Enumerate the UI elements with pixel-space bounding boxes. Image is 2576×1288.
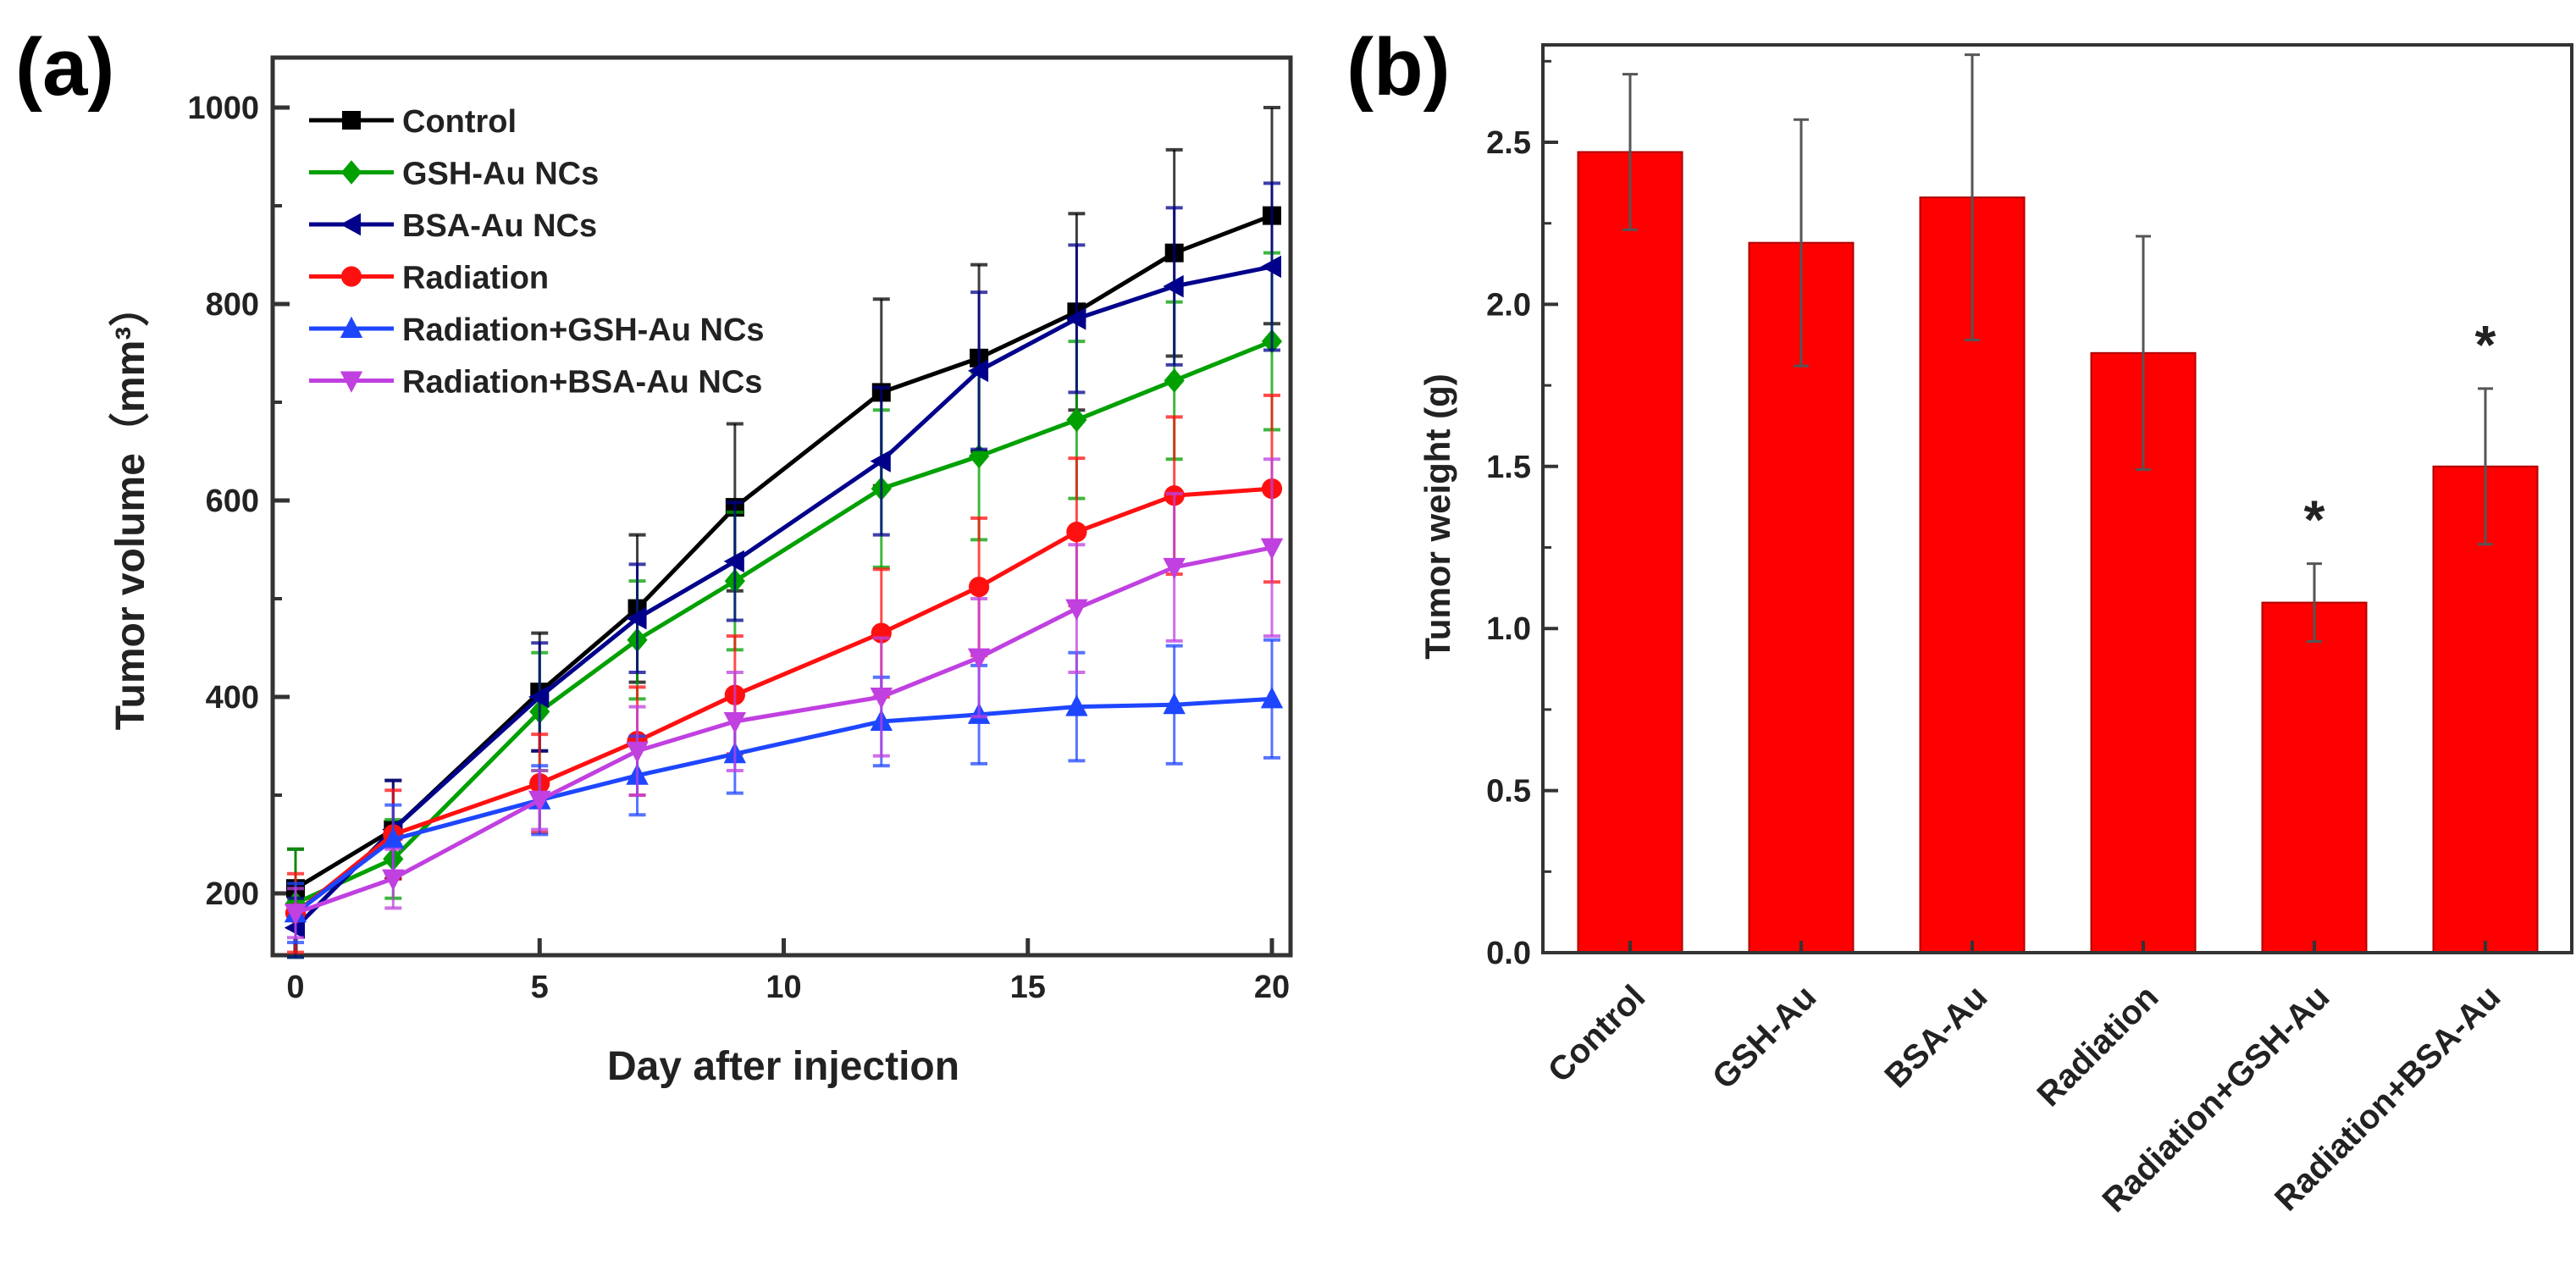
panel-a-line-chart: (a) Day after injection Tumor volume（mm³…: [15, 22, 1293, 1089]
series-radiation-bsa-au-ncs: [284, 457, 1284, 940]
bar-radiation-bsa-au: [2432, 465, 2539, 954]
legend-item: Control: [309, 104, 517, 140]
bar-control: [1577, 151, 1683, 954]
data-point: [1163, 692, 1186, 715]
y-tick-label-a: 800: [206, 287, 259, 323]
legend-marker: [340, 266, 362, 287]
data-point: [1163, 274, 1184, 298]
legend-label: BSA-Au NCs: [402, 208, 597, 244]
legend-item: BSA-Au NCs: [309, 208, 597, 244]
y-axis-title-a: Tumor volume（mm³）: [108, 286, 153, 731]
series-line: [294, 486, 1273, 915]
data-point: [967, 648, 991, 670]
data-point: [626, 741, 649, 764]
x-axis-title-a: Day after injection: [607, 1044, 959, 1089]
plot-frame-a: [270, 55, 1293, 958]
series-line: [294, 696, 1273, 915]
y-axis-title-b: Tumor weight (g): [1418, 373, 1457, 660]
panel-b-bar-chart: (b) Tumor weight (g) Control GSH-Au BSA-Au…: [1346, 22, 2573, 1219]
y-tick-label-b: 2.0: [1486, 287, 1531, 323]
legend-marker: [340, 316, 363, 338]
series-line: [294, 264, 1273, 930]
data-point: [284, 904, 307, 926]
legend-label: Control: [402, 104, 517, 140]
x-tick-label-b: Radiation: [2030, 978, 2165, 1114]
data-point: [969, 576, 990, 598]
legend-label: Radiation+BSA-Au NCs: [402, 365, 762, 401]
panel-a-label: (a): [15, 22, 114, 113]
legend-item: Radiation+BSA-Au NCs: [309, 365, 762, 401]
data-point: [1065, 599, 1088, 621]
data-point: [1163, 557, 1186, 580]
series-gsh-au-ncs: [285, 251, 1283, 959]
x-tick-label-a: 15: [1010, 970, 1046, 1005]
data-point: [870, 688, 893, 710]
data-point: [1065, 694, 1088, 716]
y-tick-label-a: 1000: [187, 91, 259, 126]
legend-item: Radiation: [309, 261, 549, 296]
y-tick-label-b: 0.0: [1486, 936, 1531, 971]
legend-label: Radiation: [402, 261, 549, 296]
legend-label: Radiation+GSH-Au NCs: [402, 312, 765, 348]
data-point: [967, 359, 989, 383]
y-tick-label-b: 1.0: [1486, 611, 1531, 647]
data-point: [1260, 687, 1284, 709]
data-point: [1065, 307, 1086, 330]
legend-label: GSH-Au NCs: [402, 157, 599, 192]
data-point: [626, 607, 647, 630]
significance-asterisk: *: [2304, 489, 2325, 550]
data-point: [1066, 407, 1087, 433]
legend-item: GSH-Au NCs: [309, 157, 599, 192]
data-point: [1260, 255, 1281, 279]
x-tick-label-b: GSH-Au: [1705, 978, 1824, 1097]
legend-marker: [340, 160, 362, 185]
data-point: [723, 550, 744, 573]
x-tick-label-a: 5: [531, 970, 549, 1005]
x-tick-label-a: 10: [766, 970, 801, 1005]
x-tick-label-b: BSA-Au: [1877, 978, 1994, 1095]
data-point: [1260, 538, 1284, 560]
x-tick-label-b: Control: [1541, 978, 1653, 1090]
panel-b-label: (b): [1346, 22, 1451, 113]
y-tick-label-b: 1.5: [1486, 450, 1531, 485]
y-tick-label-b: 2.5: [1486, 125, 1531, 161]
x-tick-label-a: 20: [1254, 970, 1290, 1005]
bar-radiation-gsh-au: [2261, 601, 2368, 954]
series-line: [294, 339, 1273, 905]
plot-frame-b: [1541, 43, 2573, 954]
data-point: [382, 869, 405, 891]
data-point: [528, 685, 550, 709]
legend-marker: [340, 371, 363, 393]
data-point: [528, 790, 551, 813]
data-point: [1066, 522, 1087, 543]
y-tick-label-a: 400: [206, 680, 259, 716]
data-point: [723, 712, 747, 734]
x-tick-label-a: 0: [286, 970, 304, 1005]
series-radiation: [285, 393, 1283, 954]
series-line: [295, 545, 1273, 915]
data-point: [1164, 368, 1185, 393]
data-point: [382, 826, 405, 849]
significance-asterisk: *: [2475, 314, 2496, 375]
legend-marker: [342, 111, 361, 130]
legend-marker: [340, 213, 361, 236]
y-tick-label-b: 0.5: [1486, 774, 1531, 810]
y-tick-label-a: 600: [206, 484, 259, 519]
legend-item: Radiation+GSH-Au NCs: [309, 312, 765, 348]
series-bsa-au-ncs: [284, 181, 1281, 959]
data-point: [870, 450, 891, 473]
y-tick-label-a: 200: [206, 876, 259, 912]
